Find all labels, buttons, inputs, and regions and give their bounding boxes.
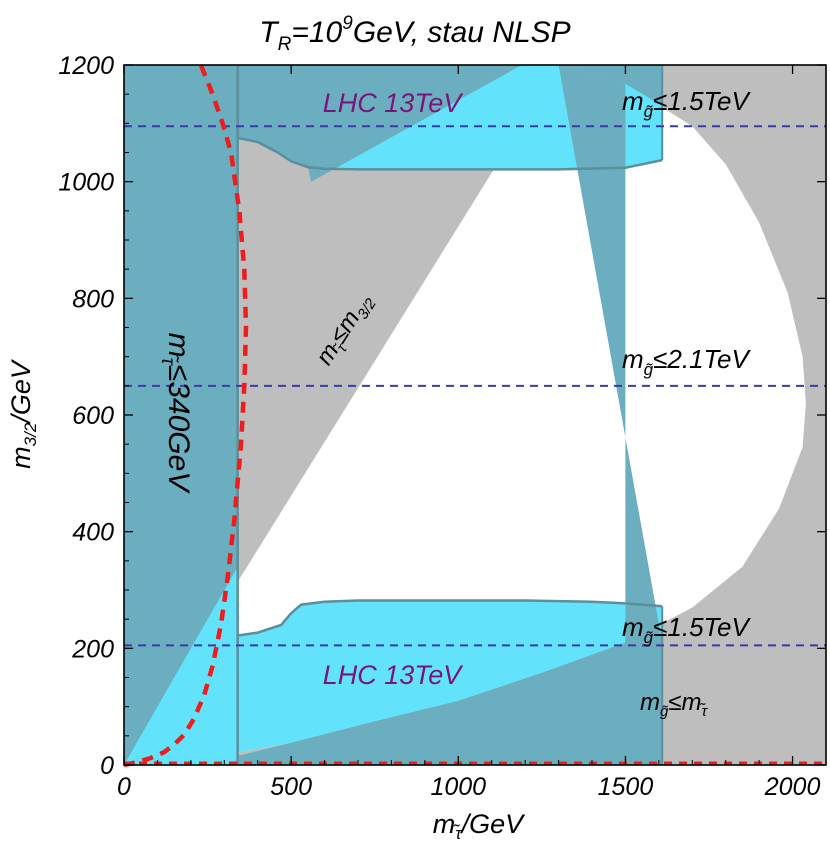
x-tick-label-2000: 2000 (764, 773, 821, 801)
gluino-label-top: mg̃≤1.5TeV (622, 86, 752, 121)
red-dashed-curve (123, 64, 249, 768)
lhc-top-edge (237, 136, 663, 171)
gluino-stau-label: mg̃≤mτ̃ (640, 689, 709, 720)
y-tick-label-600: 600 (72, 402, 114, 430)
y-tick-label-200: 200 (71, 635, 114, 663)
y-tick-label-400: 400 (72, 519, 114, 547)
teal-bottom-right (237, 65, 663, 765)
regions-layer (124, 65, 826, 765)
lhc-cyan-bottom (124, 565, 663, 765)
frame-layer: 0 500 1000 1500 2000 0 200 400 600 800 1000 1200 (58, 52, 827, 801)
lines-layer (123, 64, 826, 768)
x-tick-label-0: 0 (117, 773, 131, 801)
gluino-label-middle: mg̃≤2.1TeV (622, 344, 752, 379)
x-axis-label: mτ̃/GeV (433, 809, 526, 843)
y-tick-label-1200: 1200 (58, 52, 114, 80)
chart-title: TR=109GeV, stau NLSP (259, 13, 570, 55)
x-tick-label-1000: 1000 (430, 773, 486, 801)
y-axis-label: m3/2/GeV (6, 358, 40, 469)
x-tick-label-500: 500 (270, 773, 312, 801)
teal-top-right (521, 65, 663, 106)
y-tick-label-0: 0 (100, 752, 114, 780)
lhc-label-top: LHC 13TeV (323, 88, 465, 118)
gluino-label-bottom: mg̃≤1.5TeV (622, 612, 752, 647)
lhc-label-bottom: LHC 13TeV (323, 660, 465, 690)
y-tick-label-800: 800 (72, 285, 114, 313)
cyan-lower-left-triangle (124, 566, 238, 765)
stau-limit-label: mτ̃≤340GeV (157, 333, 195, 495)
lhc-bottom-edge (237, 599, 663, 637)
teal-top-left (237, 65, 522, 182)
y-tick-label-1000: 1000 (58, 169, 114, 197)
x-tick-label-1500: 1500 (598, 773, 654, 801)
